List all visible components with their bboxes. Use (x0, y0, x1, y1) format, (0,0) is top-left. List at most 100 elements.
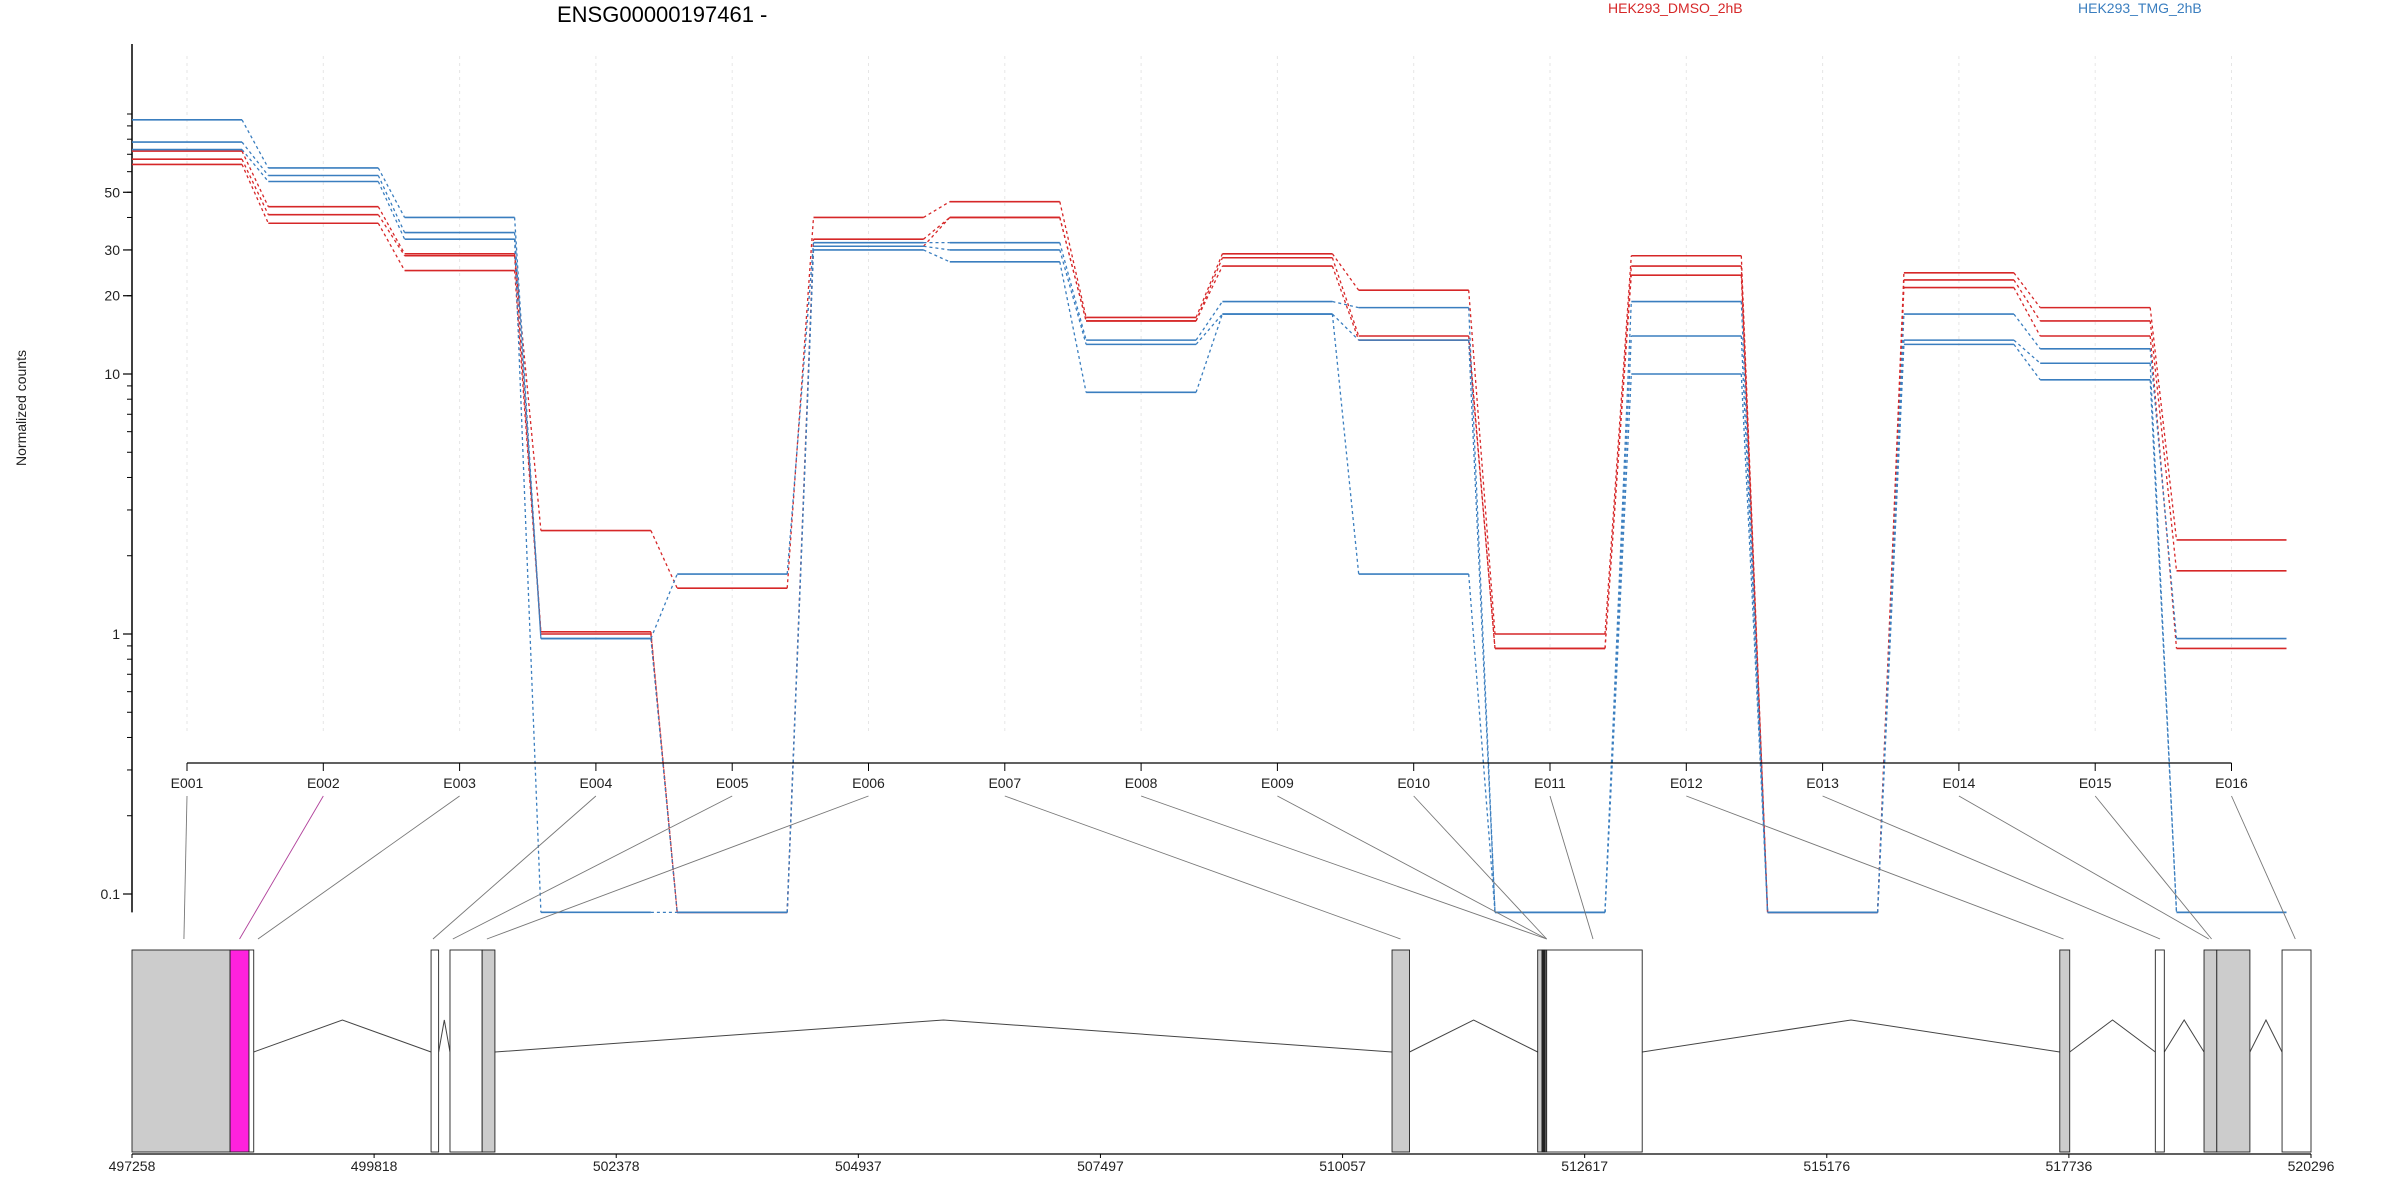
series-3-connector (1740, 275, 1769, 913)
series-4-connector (241, 119, 269, 169)
exon-connector-E013 (1822, 795, 2161, 940)
genomic-tick-label: 497258 (109, 1158, 156, 1174)
series-3-connector (1195, 265, 1223, 322)
exon-connector-E008 (1140, 795, 1547, 940)
series-1-connector (2013, 272, 2041, 309)
exon-connector-E006 (486, 795, 869, 940)
genomic-tick-label: 517736 (2046, 1158, 2093, 1174)
intron-1 (253, 1019, 432, 1053)
series-4-connector (1468, 307, 1496, 913)
exon-connector-E004 (432, 795, 597, 940)
exon-block-12 (2154, 949, 2165, 1153)
y-tick-label: 20 (104, 288, 120, 304)
series-6-connector (2149, 379, 2178, 913)
exon-label-E010: E010 (1397, 775, 1430, 791)
series-6-connector (241, 149, 269, 182)
exon-grid-lines (186, 56, 2232, 735)
y-tick-label: 30 (104, 242, 120, 258)
series-2-connector (377, 214, 406, 257)
genomic-tick-label: 502378 (593, 1158, 640, 1174)
genomic-tick-label: 515176 (1803, 1158, 1850, 1174)
series-3-connector (241, 164, 269, 224)
exon-label-E016: E016 (2215, 775, 2248, 791)
series-4-connector (650, 573, 678, 639)
series-2-connector (923, 216, 951, 240)
exon-label-E009: E009 (1261, 775, 1294, 791)
series-2-connector (1195, 257, 1224, 322)
exon-block-4 (430, 949, 440, 1153)
series-6-connector (1195, 313, 1224, 393)
y-tick-label: 0.1 (101, 886, 121, 902)
exon-label-E001: E001 (171, 775, 204, 791)
series-4-connector (1332, 300, 1359, 309)
series-1-connector (2149, 307, 2178, 541)
series-5-connector (650, 638, 678, 913)
series-5-connector (513, 232, 542, 639)
series-5-connector (1740, 335, 1769, 913)
intron-6 (2069, 1019, 2156, 1053)
series-1-connector (1059, 201, 1087, 318)
series-2-connector (241, 158, 269, 215)
series-6-connector (377, 181, 406, 240)
series-1-connector (377, 206, 406, 255)
exon-connector-E010 (1413, 795, 1548, 940)
series-6-connector (1468, 340, 1496, 913)
series-1-connector (1331, 253, 1360, 291)
exon-label-E007: E007 (988, 775, 1021, 791)
series-2-connector (2013, 279, 2041, 322)
exon-block-13 (2203, 949, 2218, 1153)
y-tick-label: 50 (104, 184, 120, 200)
exon-connector-E014 (1958, 795, 2209, 940)
exon-connector-E007 (1004, 795, 1401, 940)
exon-axis: E001 E002 E003 E004 E005 E006 E007 E008 E009 E010… (171, 762, 2248, 791)
series-6-connector (1740, 373, 1769, 913)
exon-block-11 (2059, 949, 2071, 1153)
series-2-connector (1331, 257, 1360, 337)
series-5-connector (1195, 313, 1223, 345)
series-5-connector (1468, 574, 1496, 913)
series-1-connector (1195, 253, 1224, 318)
series-3-connector (1059, 217, 1087, 322)
genomic-tick-label: 520296 (2288, 1158, 2335, 1174)
series-5-connector (241, 141, 269, 176)
series-1-connector (923, 201, 951, 219)
series-6-connector (1059, 261, 1087, 393)
gene-model (131, 949, 2312, 1153)
exon-label-E013: E013 (1806, 775, 1839, 791)
series-6-connector (1331, 313, 1360, 341)
exon-label-E006: E006 (852, 775, 885, 791)
genomic-tick-label: 512617 (1561, 1158, 1608, 1174)
exon-label-E004: E004 (580, 775, 613, 791)
intron-4 (1409, 1019, 1538, 1053)
series-3-connector (923, 217, 951, 247)
series-1-connector (1468, 290, 1496, 635)
series-5-connector (2149, 363, 2178, 913)
exon-label-E012: E012 (1670, 775, 1703, 791)
series-1-connector (786, 217, 815, 589)
series-4-connector (1059, 242, 1087, 341)
series-5-connector (923, 245, 950, 251)
exon-block-10 (1546, 949, 1643, 1153)
exon-block-7 (1391, 949, 1410, 1153)
series-2-connector (1876, 279, 1905, 913)
chart-title: ENSG00000197461 - (557, 2, 767, 27)
intron-2 (438, 1019, 451, 1053)
genomic-tick-label: 499818 (351, 1158, 398, 1174)
genomic-tick-label: 504937 (835, 1158, 882, 1174)
exon-block-2 (229, 949, 250, 1153)
exon-connector-E002 (239, 795, 324, 940)
exon-block-15 (2281, 949, 2312, 1153)
series-6-connector (513, 239, 542, 913)
series-4-connector (1876, 314, 1905, 913)
legend-condition-dmso: HEK293_DMSO_2hB (1608, 0, 1743, 16)
series-6-connector (1876, 344, 1905, 913)
series-3-connector (1604, 275, 1632, 649)
exon-label-E003: E003 (443, 775, 476, 791)
series-3-connector (513, 270, 542, 635)
series-3-connector (1331, 265, 1360, 341)
series-6-connector (786, 249, 815, 913)
exon-connector-E016 (2231, 795, 2296, 940)
series-5 (132, 141, 2287, 914)
series-4-connector (513, 217, 542, 639)
